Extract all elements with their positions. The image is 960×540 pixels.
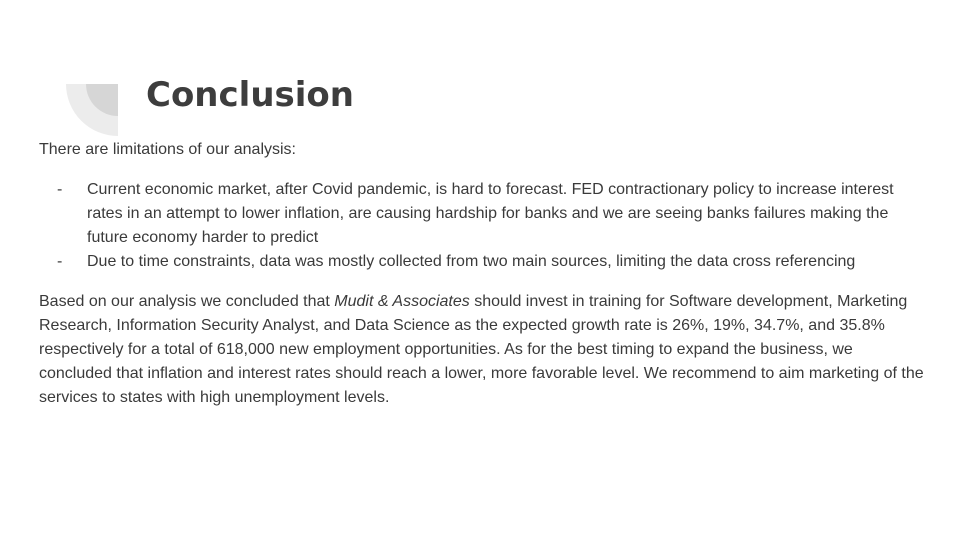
conclusion-paragraph: Based on our analysis we concluded that … (39, 290, 924, 410)
list-item-text: Current economic market, after Covid pan… (87, 181, 894, 246)
conclusion-lead: Based on our analysis we concluded that (39, 293, 335, 310)
bullet-marker: - (57, 181, 63, 198)
slide-body: There are limitations of our analysis: -… (39, 138, 924, 410)
decorative-quarter-circle-icon (66, 84, 118, 136)
list-item-text: Due to time constraints, data was mostly… (87, 253, 856, 270)
conclusion-rest: should invest in training for Software d… (39, 293, 924, 406)
limitations-list: - Current economic market, after Covid p… (39, 178, 924, 274)
slide-title: Conclusion (146, 75, 354, 115)
company-name: Mudit & Associates (334, 293, 470, 310)
bullet-marker: - (57, 253, 63, 270)
limitations-intro: There are limitations of our analysis: (39, 141, 296, 158)
list-item: - Due to time constraints, data was most… (39, 250, 924, 274)
list-item: - Current economic market, after Covid p… (39, 178, 924, 250)
